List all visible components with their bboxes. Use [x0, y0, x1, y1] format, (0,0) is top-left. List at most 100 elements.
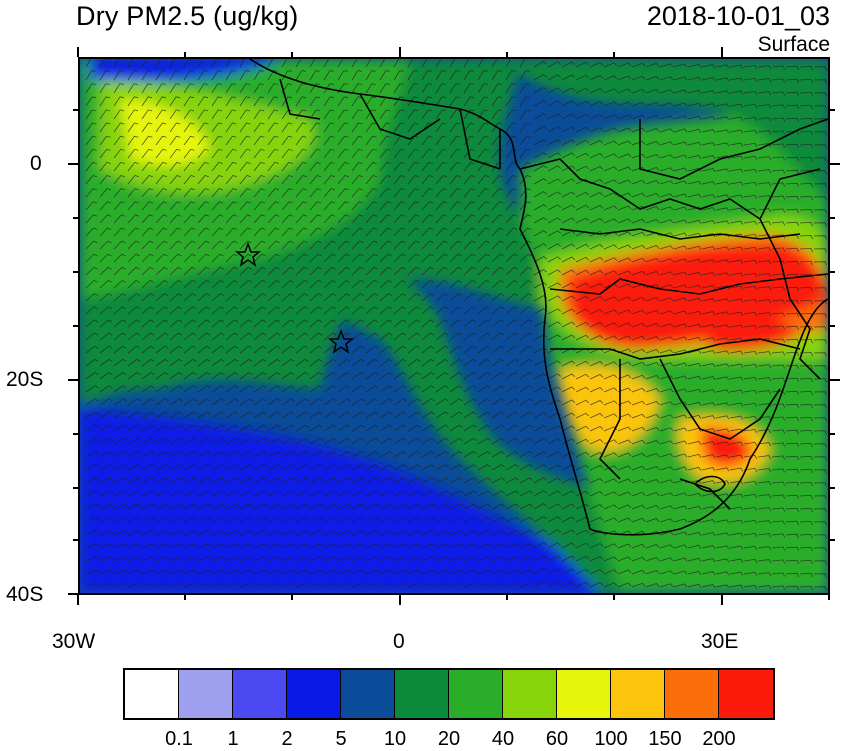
- wind-barb: [561, 425, 576, 432]
- wind-barb: [645, 349, 660, 354]
- wind-barb: [225, 122, 237, 133]
- wind-barb: [659, 557, 674, 562]
- wind-barb: [799, 507, 813, 513]
- wind-barb: [743, 467, 758, 473]
- wind-barb: [687, 557, 702, 562]
- wind-barb: [533, 542, 547, 549]
- wind-barb: [673, 297, 688, 302]
- wind-barb: [351, 83, 362, 94]
- wind-barb: [281, 96, 293, 107]
- wind-barb: [743, 441, 758, 447]
- wind-barb: [211, 109, 223, 120]
- wind-barb: [799, 143, 813, 149]
- wind-barb: [295, 569, 310, 575]
- wind-barb: [561, 74, 576, 81]
- wind-barb: [589, 309, 604, 315]
- wind-barb: [645, 115, 660, 120]
- wind-barb: [379, 280, 392, 289]
- wind-barb: [393, 188, 406, 198]
- wind-barb: [169, 201, 182, 211]
- wind-barb: [491, 503, 506, 510]
- wind-barb: [659, 453, 674, 458]
- wind-barb: [85, 516, 100, 523]
- wind-barb: [449, 464, 463, 471]
- wind-barb: [561, 308, 576, 315]
- wind-barb: [561, 581, 576, 588]
- wind-barb: [211, 70, 222, 81]
- wind-barb: [155, 201, 168, 211]
- wind-barb: [463, 516, 478, 523]
- wind-barb: [407, 503, 422, 510]
- wind-barb: [85, 451, 99, 458]
- wind-barb: [589, 179, 604, 185]
- wind-barb: [519, 451, 533, 458]
- wind-barb: [239, 96, 251, 107]
- wind-barb: [85, 83, 96, 94]
- wind-barb: [211, 516, 226, 523]
- wind-barb: [491, 345, 505, 354]
- wind-barb: [393, 227, 406, 237]
- wind-barb: [113, 319, 127, 328]
- wind-barb: [547, 256, 561, 263]
- wind-barb: [379, 372, 393, 380]
- wind-barb: [127, 135, 139, 146]
- wind-barb: [197, 253, 210, 263]
- wind-barb: [645, 401, 660, 406]
- wind-barb: [603, 569, 618, 575]
- wind-barb: [365, 83, 376, 94]
- wind-barb: [379, 358, 393, 367]
- wind-barb: [407, 451, 421, 458]
- wind-barb: [771, 221, 786, 226]
- wind-barb: [743, 272, 758, 278]
- wind-barb: [267, 201, 280, 211]
- wind-barb: [617, 543, 632, 549]
- wind-barb: [197, 556, 212, 562]
- wind-barb: [295, 96, 307, 107]
- wind-barb: [799, 416, 813, 422]
- wind-barb: [85, 411, 99, 419]
- wind-barb: [99, 332, 113, 341]
- wind-barb: [449, 332, 463, 341]
- colorbar-label: 5: [335, 728, 347, 750]
- wind-barb: [603, 101, 618, 107]
- wind-barb: [183, 385, 197, 393]
- wind-barb: [729, 363, 744, 368]
- wind-barb: [631, 413, 646, 419]
- wind-barb: [757, 299, 772, 304]
- colorbar-label: 100: [594, 728, 628, 750]
- wind-barb: [155, 188, 168, 198]
- wind-barb: [659, 102, 674, 107]
- wind-barb: [141, 582, 156, 588]
- wind-barb: [561, 360, 576, 367]
- wind-barb: [211, 253, 224, 263]
- wind-barb: [589, 517, 604, 523]
- wind-barb: [267, 437, 281, 445]
- wind-barb: [589, 322, 604, 328]
- wind-barb: [547, 425, 561, 432]
- wind-barb: [337, 240, 350, 250]
- wind-barb: [323, 266, 336, 276]
- wind-barb: [253, 530, 268, 536]
- wind-barb: [463, 70, 474, 81]
- colorbar-swatch: [287, 670, 341, 718]
- wind-barb: [659, 349, 674, 354]
- wind-barb: [323, 477, 337, 484]
- wind-barb: [393, 109, 405, 120]
- colorbar-label: 10: [383, 728, 407, 750]
- wind-barb: [757, 494, 772, 499]
- wind-barb: [239, 227, 252, 237]
- wind-barb: [519, 424, 533, 432]
- wind-barb: [155, 59, 162, 68]
- wind-barb: [673, 453, 688, 458]
- wind-barb: [85, 59, 92, 68]
- wind-barb: [673, 518, 688, 523]
- wind-barb: [799, 65, 813, 71]
- wind-barb: [491, 83, 502, 94]
- wind-barb: [337, 477, 351, 484]
- wind-barb: [337, 214, 350, 224]
- wind-barb: [309, 122, 321, 133]
- wind-barb: [141, 385, 155, 393]
- wind-barb: [715, 337, 730, 342]
- wind-barb: [589, 582, 604, 588]
- wind-barb: [785, 299, 800, 304]
